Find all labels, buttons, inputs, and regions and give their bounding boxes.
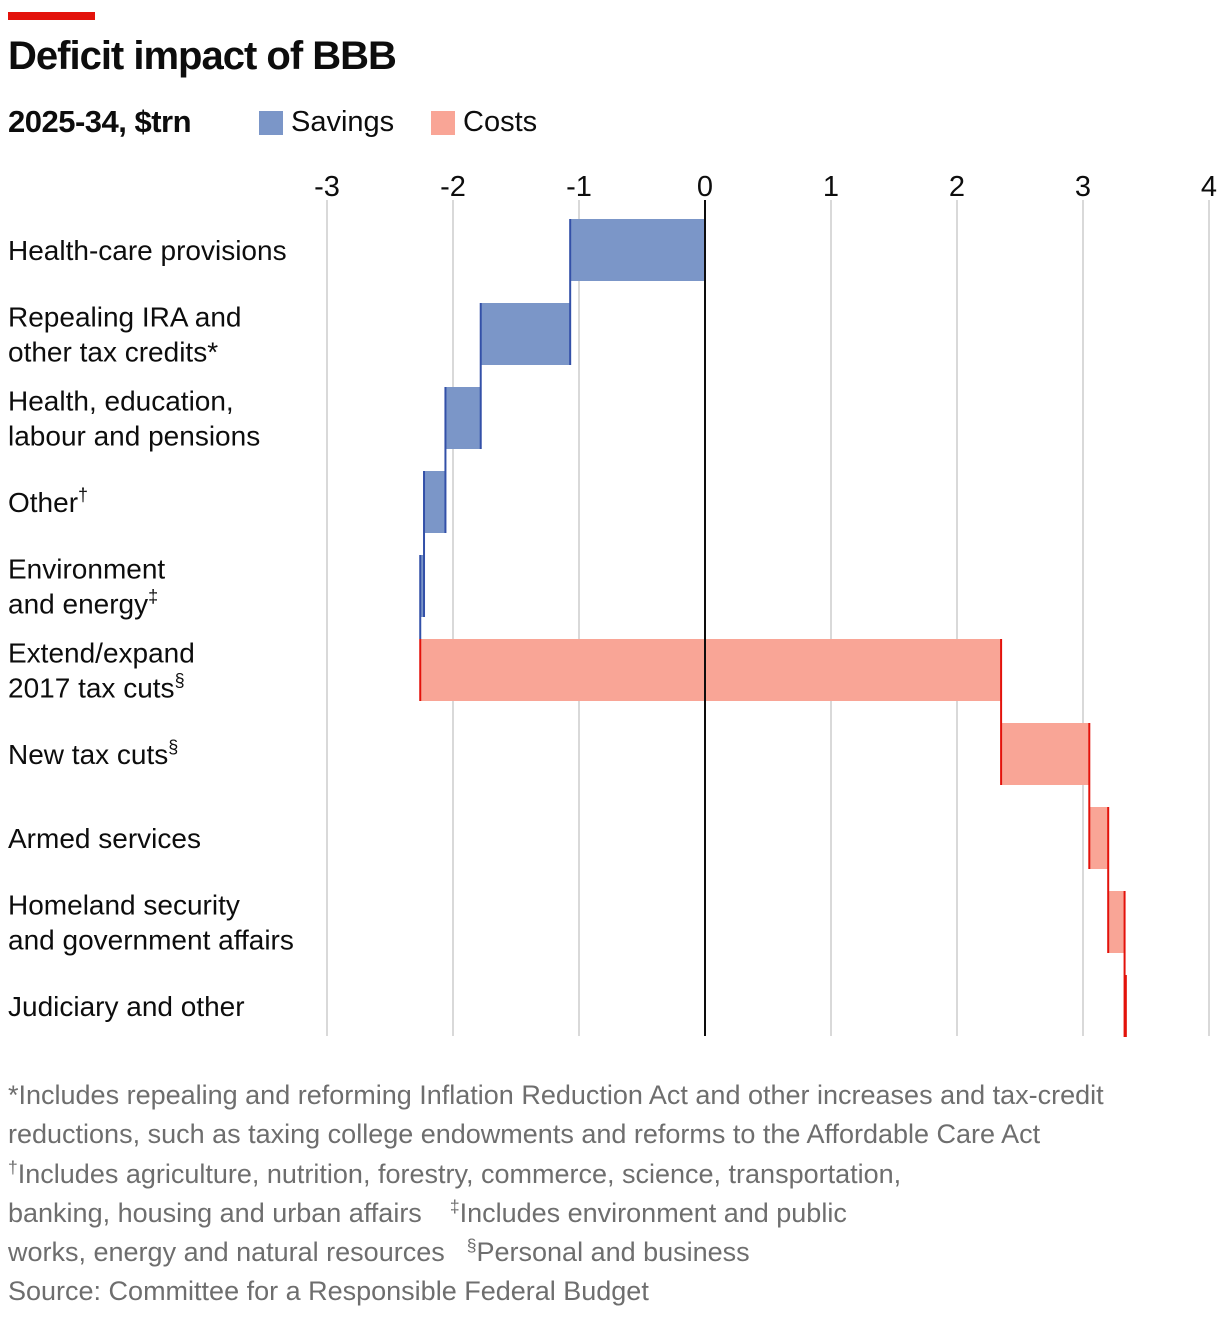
row-label-line: Judiciary and other (8, 991, 245, 1022)
footnote-line-5: works, energy and natural resources §Pers… (8, 1233, 1213, 1272)
bar-6 (1001, 723, 1090, 785)
footnote-line-3: Includes agriculture, nutrition, forestr… (17, 1158, 902, 1189)
row-label-line: New tax cuts (8, 739, 168, 770)
section-mark: § (466, 1235, 477, 1256)
x-tick-label: 3 (1075, 171, 1091, 203)
footnote-line-4: banking, housing and urban affairs ‡Inclu… (8, 1194, 1213, 1233)
double-dagger-mark: ‡ (449, 1196, 460, 1217)
x-tick-label: 0 (697, 171, 713, 203)
bar-8 (1108, 891, 1125, 953)
savings-swatch (259, 110, 283, 135)
footnote-line-5a: works, energy and natural resources (8, 1237, 445, 1268)
row-label: Judiciary and other (8, 991, 245, 1022)
bar-5 (420, 639, 1002, 701)
row-label: Repealing IRA and other tax credits* (8, 302, 242, 368)
row-label-line: and government affairs (8, 925, 294, 956)
row-label-line: Armed services (8, 823, 201, 854)
footnote-line-4b: Includes environment and public (459, 1197, 847, 1228)
source-note: Source: Committee for a Responsible Fede… (8, 1276, 649, 1307)
row-label-line: Homeland security (8, 890, 240, 921)
costs-swatch (431, 110, 455, 135)
x-tick-label: -1 (566, 171, 592, 203)
footnote-line-4a: banking, housing and urban affairs (8, 1197, 422, 1228)
bar-0 (570, 219, 705, 281)
row-label: New tax cuts§ (8, 737, 178, 770)
row-label-line: labour and pensions (8, 421, 260, 452)
dagger-mark: † (8, 1156, 18, 1177)
legend-costs-label: Costs (463, 106, 538, 138)
footnote-line-1: *Includes repealing and reforming Inflat… (8, 1080, 1104, 1110)
bar-7 (1089, 807, 1109, 869)
row-label: Extend/expand 2017 tax cuts§ (8, 638, 195, 704)
legend-savings-label: Savings (291, 106, 395, 138)
footnote-line-5b: Personal and business (476, 1237, 750, 1268)
row-label-footnote-mark: § (168, 737, 178, 757)
accent-bar (8, 12, 95, 20)
x-tick-label: -2 (440, 171, 466, 203)
footnote-line-2: reductions, such as taxing college endow… (8, 1119, 1041, 1150)
waterfall-chart: -3 -2 -1 0 1 2 3 4 Health-care provisions Repeali… (8, 171, 1217, 1037)
bar-4 (420, 555, 425, 617)
row-label: Armed services (8, 823, 201, 854)
row-label-line: Health, education, (8, 386, 234, 417)
row-label-line: Extend/expand (8, 638, 195, 669)
x-tick-label: 2 (949, 171, 965, 203)
x-tick-label: -3 (314, 171, 340, 203)
row-label: Other† (8, 485, 88, 518)
bar-3 (424, 471, 446, 533)
row-label-line: other tax credits* (8, 337, 218, 368)
chart-title: Deficit impact of BBB (8, 34, 397, 78)
row-label-footnote-mark: § (175, 671, 185, 691)
bar-2 (445, 387, 481, 449)
legend-costs: Costs (431, 106, 537, 139)
row-label-footnote-mark: ‡ (148, 587, 158, 607)
x-tick-label: 1 (823, 171, 839, 203)
row-label: Homeland security and government affairs (8, 890, 294, 956)
row-label-line: Health-care provisions (8, 235, 287, 266)
legend-savings: Savings (259, 106, 394, 139)
row-label: Health, education, labour and pensions (8, 386, 260, 452)
bar-1 (480, 303, 571, 365)
x-tick-label: 4 (1201, 171, 1217, 203)
footnotes: *Includes repealing and reforming Inflat… (8, 1076, 1213, 1312)
row-label: Health-care provisions (8, 235, 287, 266)
footnote-dagger: †Includes agriculture, nutrition, forest… (8, 1155, 1213, 1194)
row-label-footnote-mark: † (78, 485, 88, 505)
row-label-line: Environment (8, 554, 165, 585)
row-label-line: and energy (8, 589, 148, 620)
row-label-line: 2017 tax cuts (8, 673, 175, 704)
row-label-line: Other (8, 487, 78, 518)
row-label-line: Repealing IRA and (8, 302, 242, 333)
chart-subtitle: 2025-34, $trn (8, 104, 192, 139)
row-label: Environment and energy‡ (8, 554, 165, 620)
